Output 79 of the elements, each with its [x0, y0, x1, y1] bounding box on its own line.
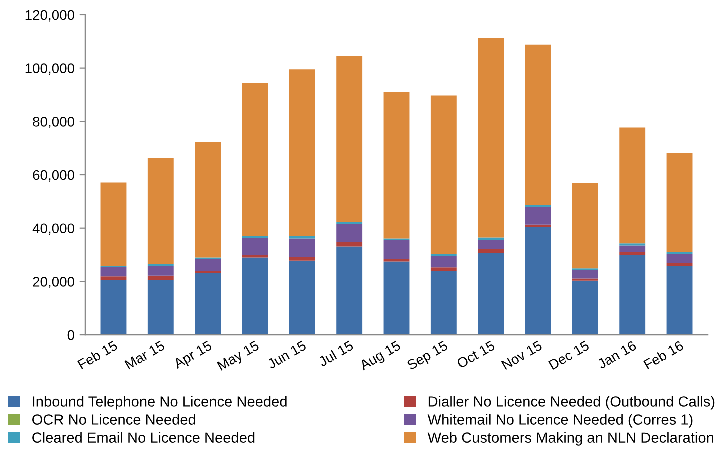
- bar: [478, 253, 504, 336]
- bar: [195, 259, 222, 272]
- bar: [336, 224, 363, 242]
- bar: [620, 246, 646, 252]
- legend-label: Web Customers Making an NLN Declaration: [428, 432, 714, 446]
- legend-label: Cleared Email No Licence Needed: [32, 432, 255, 443]
- bar: [100, 267, 127, 277]
- bar: [100, 280, 127, 336]
- bar: [384, 259, 410, 262]
- bar: [620, 255, 646, 336]
- x-tick-label: Aug 15: [358, 340, 403, 374]
- bar: [100, 182, 127, 266]
- bar: [620, 252, 646, 256]
- x-tick-label: Feb 16: [643, 340, 684, 370]
- bar: [478, 249, 504, 254]
- x-tick-label: Jun 15: [266, 340, 308, 370]
- bar: [336, 56, 363, 222]
- x-tick-label: Apr 15: [172, 340, 214, 372]
- bar: [572, 280, 598, 336]
- bar: [525, 44, 552, 206]
- y-tick-label: 0: [68, 330, 74, 340]
- x-tick-label: Feb 15: [77, 340, 118, 370]
- legend-label: Dialler No Licence Needed (Outbound Calls): [428, 396, 715, 410]
- bar: [195, 142, 222, 258]
- bar: [478, 38, 504, 238]
- legend-label: Whitemail No Licence Needed (Corres 1): [428, 414, 693, 428]
- bar: [289, 238, 316, 258]
- legend-label: OCR No Licence Needed: [32, 414, 196, 425]
- bar: [478, 238, 504, 240]
- bar: [195, 273, 222, 336]
- y-tick-label: 20,000: [33, 277, 74, 289]
- bar: [620, 128, 646, 244]
- bar: [478, 240, 504, 250]
- bar: [525, 227, 552, 336]
- x-tick-label: Nov 15: [501, 340, 543, 370]
- bar: [336, 222, 363, 224]
- x-tick-label: Mar 15: [124, 340, 166, 370]
- bar: [336, 242, 363, 247]
- y-tick-label: 40,000: [32, 224, 74, 236]
- y-tick-label: 80,000: [33, 117, 74, 128]
- bar: [336, 246, 363, 336]
- bar: [242, 238, 268, 256]
- bar: [289, 260, 316, 336]
- bar: [148, 266, 174, 276]
- bar: [572, 184, 598, 269]
- bar: [430, 268, 457, 272]
- bar: [430, 96, 457, 254]
- bar: [666, 263, 693, 266]
- x-tick-label: May 15: [217, 340, 262, 374]
- bar: [148, 280, 174, 336]
- bar: [289, 257, 316, 261]
- bar: [525, 224, 552, 228]
- bar: [384, 92, 410, 239]
- x-tick-label: Oct 15: [456, 340, 496, 369]
- x-tick-label: Sep 15: [406, 340, 450, 373]
- bar: [430, 271, 457, 336]
- bar: [100, 276, 127, 280]
- bar: [525, 208, 552, 225]
- bar: [384, 240, 410, 260]
- bar: [666, 266, 693, 336]
- legend-label: Inbound Telephone No Licence Needed: [33, 396, 287, 410]
- bar: [289, 236, 316, 239]
- bar: [242, 258, 268, 336]
- bar: [242, 83, 268, 236]
- x-tick-label: Jan 16: [596, 340, 638, 370]
- bar: [525, 205, 552, 208]
- bar: [148, 158, 174, 264]
- x-tick-label: Dec 15: [548, 340, 590, 370]
- bar: [384, 262, 410, 336]
- y-tick-label: 120,000: [26, 10, 74, 22]
- bar: [289, 70, 316, 236]
- bar: [430, 256, 457, 268]
- y-tick-label: 60,000: [33, 170, 74, 182]
- bar: [148, 276, 174, 280]
- y-tick-label: 100,000: [26, 64, 74, 76]
- bar: [572, 270, 598, 279]
- bar: [666, 153, 693, 252]
- x-tick-label: Jul 15: [318, 340, 354, 368]
- bar: [666, 254, 693, 264]
